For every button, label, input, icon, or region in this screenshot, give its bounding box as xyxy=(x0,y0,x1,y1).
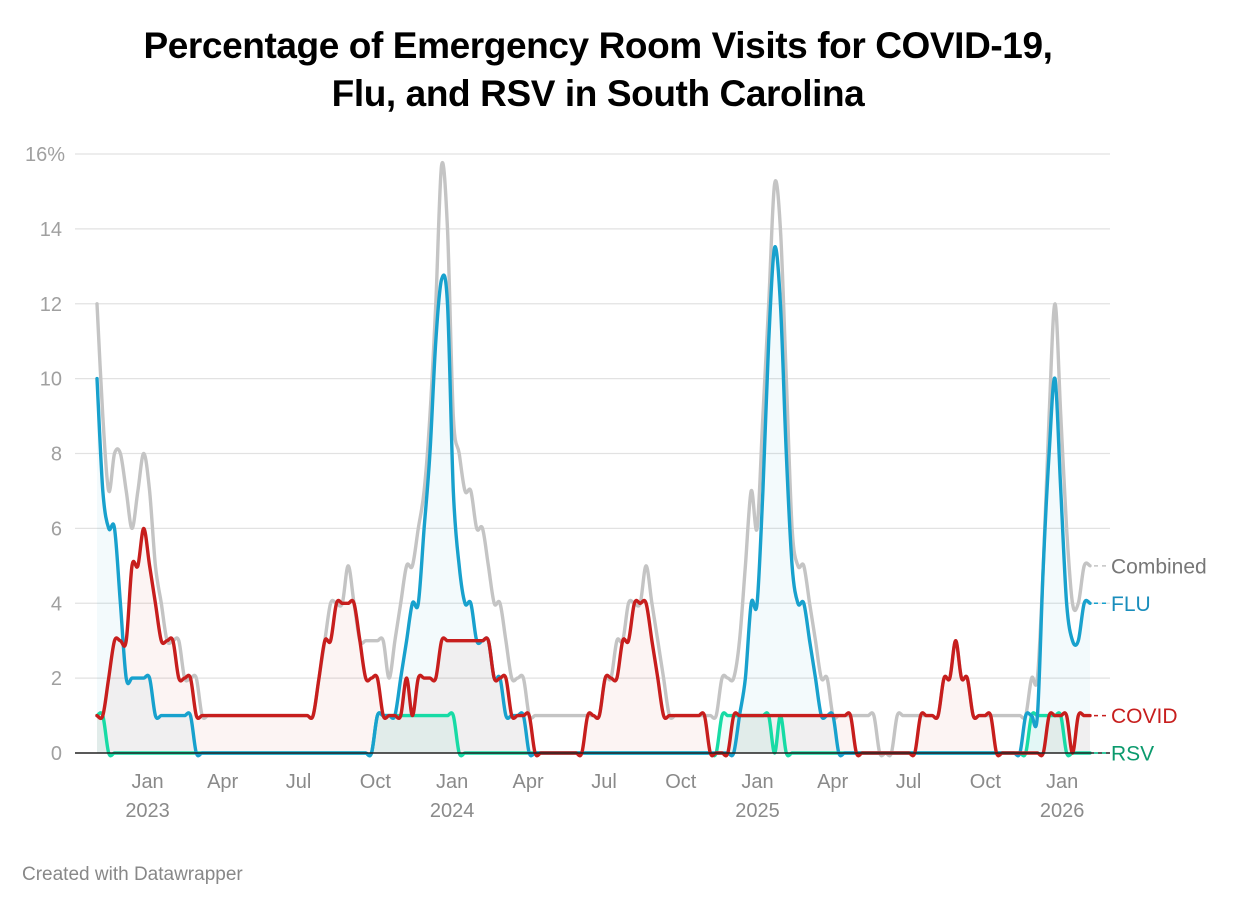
y-tick-label: 12 xyxy=(40,294,62,316)
y-tick-label: 10 xyxy=(40,369,62,391)
x-tick-label: Jan xyxy=(436,771,468,793)
x-tick-year-label: 2023 xyxy=(125,800,170,822)
y-tick-label: 4 xyxy=(51,593,62,615)
series-labels: Combined RSV FLU COVID xyxy=(1094,555,1207,766)
y-tick-label: 16% xyxy=(25,144,65,166)
x-tick-label: Jul xyxy=(286,771,312,793)
rsv-series-label: RSV xyxy=(1111,743,1154,766)
x-tick-year-label: 2024 xyxy=(430,800,475,822)
x-tick-year-label: 2026 xyxy=(1040,800,1085,822)
y-axis-ticks: 0 2 4 6 8 10 12 14 16% xyxy=(25,144,65,765)
title-line-2: Flu, and RSV in South Carolina xyxy=(331,73,865,114)
x-tick-label: Apr xyxy=(207,771,238,793)
gridlines xyxy=(75,153,1110,679)
x-tick-label: Jan xyxy=(741,771,773,793)
x-tick-label: Apr xyxy=(513,771,544,793)
covid-series-label: COVID xyxy=(1111,705,1178,728)
combined-line xyxy=(95,161,1092,758)
flu-area xyxy=(97,246,1090,756)
title-line-1: Percentage of Emergency Room Visits for … xyxy=(143,25,1053,66)
x-tick-label: Apr xyxy=(817,771,848,793)
y-tick-label: 6 xyxy=(51,518,62,540)
x-tick-label: Oct xyxy=(665,771,697,793)
flu-series-label: FLU xyxy=(1111,593,1151,616)
y-tick-label: 14 xyxy=(40,219,62,241)
y-tick-label: 0 xyxy=(51,743,62,765)
footer-credit: Created with Datawrapper xyxy=(22,864,243,885)
x-tick-label: Oct xyxy=(970,771,1002,793)
x-tick-label: Jan xyxy=(1046,771,1078,793)
y-tick-label: 2 xyxy=(51,668,62,690)
x-axis-ticks: Jan 2023 Apr Jul Oct Jan 2024 Apr Jul Oct Jan 2025 A… xyxy=(125,771,1084,822)
covid-line xyxy=(95,526,1092,758)
x-tick-label: Jul xyxy=(591,771,617,793)
x-tick-label: Jan xyxy=(131,771,163,793)
x-tick-label: Oct xyxy=(360,771,392,793)
combined-series-label: Combined xyxy=(1111,555,1207,578)
y-tick-label: 8 xyxy=(51,444,62,466)
x-tick-year-label: 2025 xyxy=(735,800,780,822)
chart-title: Percentage of Emergency Room Visits for … xyxy=(0,22,1196,118)
flu-line xyxy=(95,245,1092,758)
x-tick-label: Jul xyxy=(896,771,922,793)
series-lines xyxy=(95,161,1092,758)
covid-area xyxy=(97,528,1090,756)
series-fills xyxy=(97,246,1090,756)
